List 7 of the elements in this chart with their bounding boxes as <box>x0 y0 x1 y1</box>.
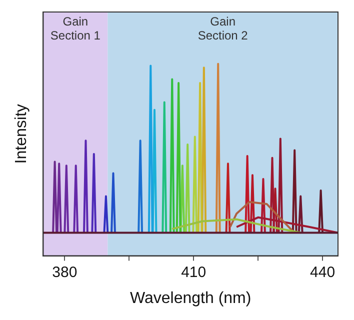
band-label: Gain Section 1 <box>50 14 101 42</box>
band-label: Gain Section 2 <box>198 14 248 42</box>
y-axis-title: Intensity <box>13 104 30 164</box>
x-tick-label: 380 <box>52 264 78 281</box>
x-tick-label: 440 <box>310 264 336 281</box>
x-tick-label: 410 <box>181 264 206 281</box>
x-axis-title: Wavelength (nm) <box>130 290 252 307</box>
